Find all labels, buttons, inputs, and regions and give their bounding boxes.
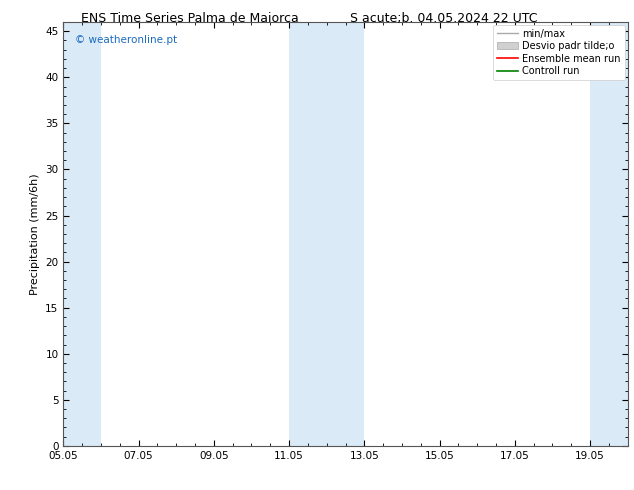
Y-axis label: Precipitation (mm/6h): Precipitation (mm/6h) bbox=[30, 173, 40, 295]
Bar bbox=[63, 22, 101, 446]
Text: © weatheronline.pt: © weatheronline.pt bbox=[75, 35, 177, 45]
Legend: min/max, Desvio padr tilde;o, Ensemble mean run, Controll run: min/max, Desvio padr tilde;o, Ensemble m… bbox=[493, 25, 624, 80]
Bar bbox=[590, 22, 628, 446]
Text: S acute;b. 04.05.2024 22 UTC: S acute;b. 04.05.2024 22 UTC bbox=[350, 12, 538, 25]
Bar bbox=[289, 22, 365, 446]
Text: ENS Time Series Palma de Maiorca: ENS Time Series Palma de Maiorca bbox=[81, 12, 299, 25]
